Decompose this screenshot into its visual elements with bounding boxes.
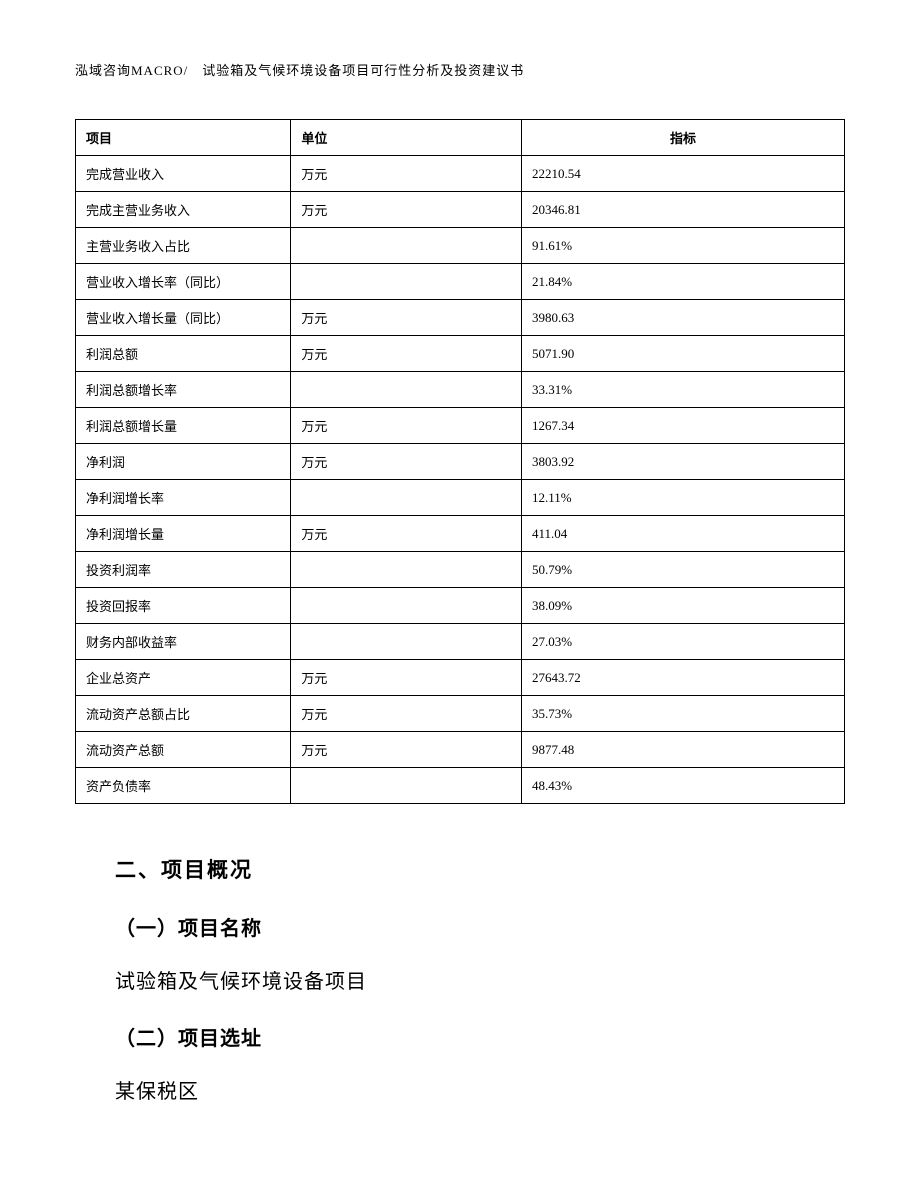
table-body: 完成营业收入 万元 22210.54 完成主营业务收入 万元 20346.81 …: [76, 156, 845, 804]
cell-unit: 万元: [291, 516, 522, 552]
cell-value: 27.03%: [522, 624, 845, 660]
cell-unit: [291, 480, 522, 516]
cell-item: 利润总额: [76, 336, 291, 372]
cell-unit: [291, 264, 522, 300]
cell-unit: [291, 768, 522, 804]
cell-unit: 万元: [291, 696, 522, 732]
cell-unit: [291, 372, 522, 408]
cell-unit: 万元: [291, 732, 522, 768]
cell-value: 91.61%: [522, 228, 845, 264]
financial-metrics-table: 项目 单位 指标 完成营业收入 万元 22210.54 完成主营业务收入 万元 …: [75, 119, 845, 804]
cell-unit: 万元: [291, 192, 522, 228]
cell-item: 利润总额增长率: [76, 372, 291, 408]
cell-item: 流动资产总额: [76, 732, 291, 768]
cell-item: 完成主营业务收入: [76, 192, 291, 228]
table-row: 企业总资产 万元 27643.72: [76, 660, 845, 696]
cell-unit: 万元: [291, 444, 522, 480]
cell-unit: 万元: [291, 300, 522, 336]
table-row: 财务内部收益率 27.03%: [76, 624, 845, 660]
cell-item: 完成营业收入: [76, 156, 291, 192]
cell-unit: [291, 552, 522, 588]
cell-unit: 万元: [291, 156, 522, 192]
cell-item: 财务内部收益率: [76, 624, 291, 660]
cell-value: 50.79%: [522, 552, 845, 588]
table-row: 主营业务收入占比 91.61%: [76, 228, 845, 264]
table-row: 投资利润率 50.79%: [76, 552, 845, 588]
cell-unit: [291, 624, 522, 660]
cell-item: 企业总资产: [76, 660, 291, 696]
table-row: 完成主营业务收入 万元 20346.81: [76, 192, 845, 228]
cell-item: 主营业务收入占比: [76, 228, 291, 264]
subsection-heading-2: （二）项目选址: [115, 1022, 845, 1051]
cell-item: 净利润增长量: [76, 516, 291, 552]
table-row: 完成营业收入 万元 22210.54: [76, 156, 845, 192]
table-header-row: 项目 单位 指标: [76, 120, 845, 156]
cell-item: 流动资产总额占比: [76, 696, 291, 732]
cell-item: 资产负债率: [76, 768, 291, 804]
cell-unit: [291, 588, 522, 624]
section-heading: 二、项目概况: [115, 854, 845, 884]
cell-unit: [291, 228, 522, 264]
cell-value: 38.09%: [522, 588, 845, 624]
cell-value: 35.73%: [522, 696, 845, 732]
col-header-unit: 单位: [291, 120, 522, 156]
cell-value: 3803.92: [522, 444, 845, 480]
cell-item: 营业收入增长率（同比）: [76, 264, 291, 300]
cell-value: 22210.54: [522, 156, 845, 192]
table-row: 利润总额 万元 5071.90: [76, 336, 845, 372]
table-row: 净利润 万元 3803.92: [76, 444, 845, 480]
table-row: 利润总额增长率 33.31%: [76, 372, 845, 408]
table-row: 流动资产总额 万元 9877.48: [76, 732, 845, 768]
cell-item: 净利润增长率: [76, 480, 291, 516]
table-row: 净利润增长率 12.11%: [76, 480, 845, 516]
cell-item: 净利润: [76, 444, 291, 480]
cell-value: 9877.48: [522, 732, 845, 768]
cell-value: 20346.81: [522, 192, 845, 228]
cell-unit: 万元: [291, 336, 522, 372]
cell-value: 5071.90: [522, 336, 845, 372]
cell-value: 12.11%: [522, 480, 845, 516]
cell-value: 27643.72: [522, 660, 845, 696]
subsection-heading-1: （一）项目名称: [115, 912, 845, 941]
cell-item: 投资利润率: [76, 552, 291, 588]
table-row: 资产负债率 48.43%: [76, 768, 845, 804]
cell-item: 营业收入增长量（同比）: [76, 300, 291, 336]
table-row: 营业收入增长率（同比） 21.84%: [76, 264, 845, 300]
project-location-text: 某保税区: [115, 1075, 845, 1104]
cell-value: 48.43%: [522, 768, 845, 804]
cell-unit: 万元: [291, 660, 522, 696]
col-header-value: 指标: [522, 120, 845, 156]
table-row: 营业收入增长量（同比） 万元 3980.63: [76, 300, 845, 336]
cell-value: 411.04: [522, 516, 845, 552]
project-name-text: 试验箱及气候环境设备项目: [115, 965, 845, 994]
table-row: 投资回报率 38.09%: [76, 588, 845, 624]
cell-value: 1267.34: [522, 408, 845, 444]
cell-value: 3980.63: [522, 300, 845, 336]
page-header: 泓域咨询MACRO/ 试验箱及气候环境设备项目可行性分析及投资建议书: [75, 60, 845, 79]
table-row: 利润总额增长量 万元 1267.34: [76, 408, 845, 444]
table-row: 净利润增长量 万元 411.04: [76, 516, 845, 552]
cell-unit: 万元: [291, 408, 522, 444]
cell-value: 33.31%: [522, 372, 845, 408]
cell-item: 投资回报率: [76, 588, 291, 624]
table-row: 流动资产总额占比 万元 35.73%: [76, 696, 845, 732]
cell-value: 21.84%: [522, 264, 845, 300]
cell-item: 利润总额增长量: [76, 408, 291, 444]
col-header-item: 项目: [76, 120, 291, 156]
